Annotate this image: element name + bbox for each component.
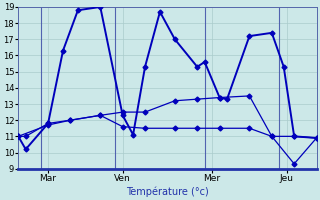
X-axis label: Température (°c): Température (°c) (126, 186, 209, 197)
